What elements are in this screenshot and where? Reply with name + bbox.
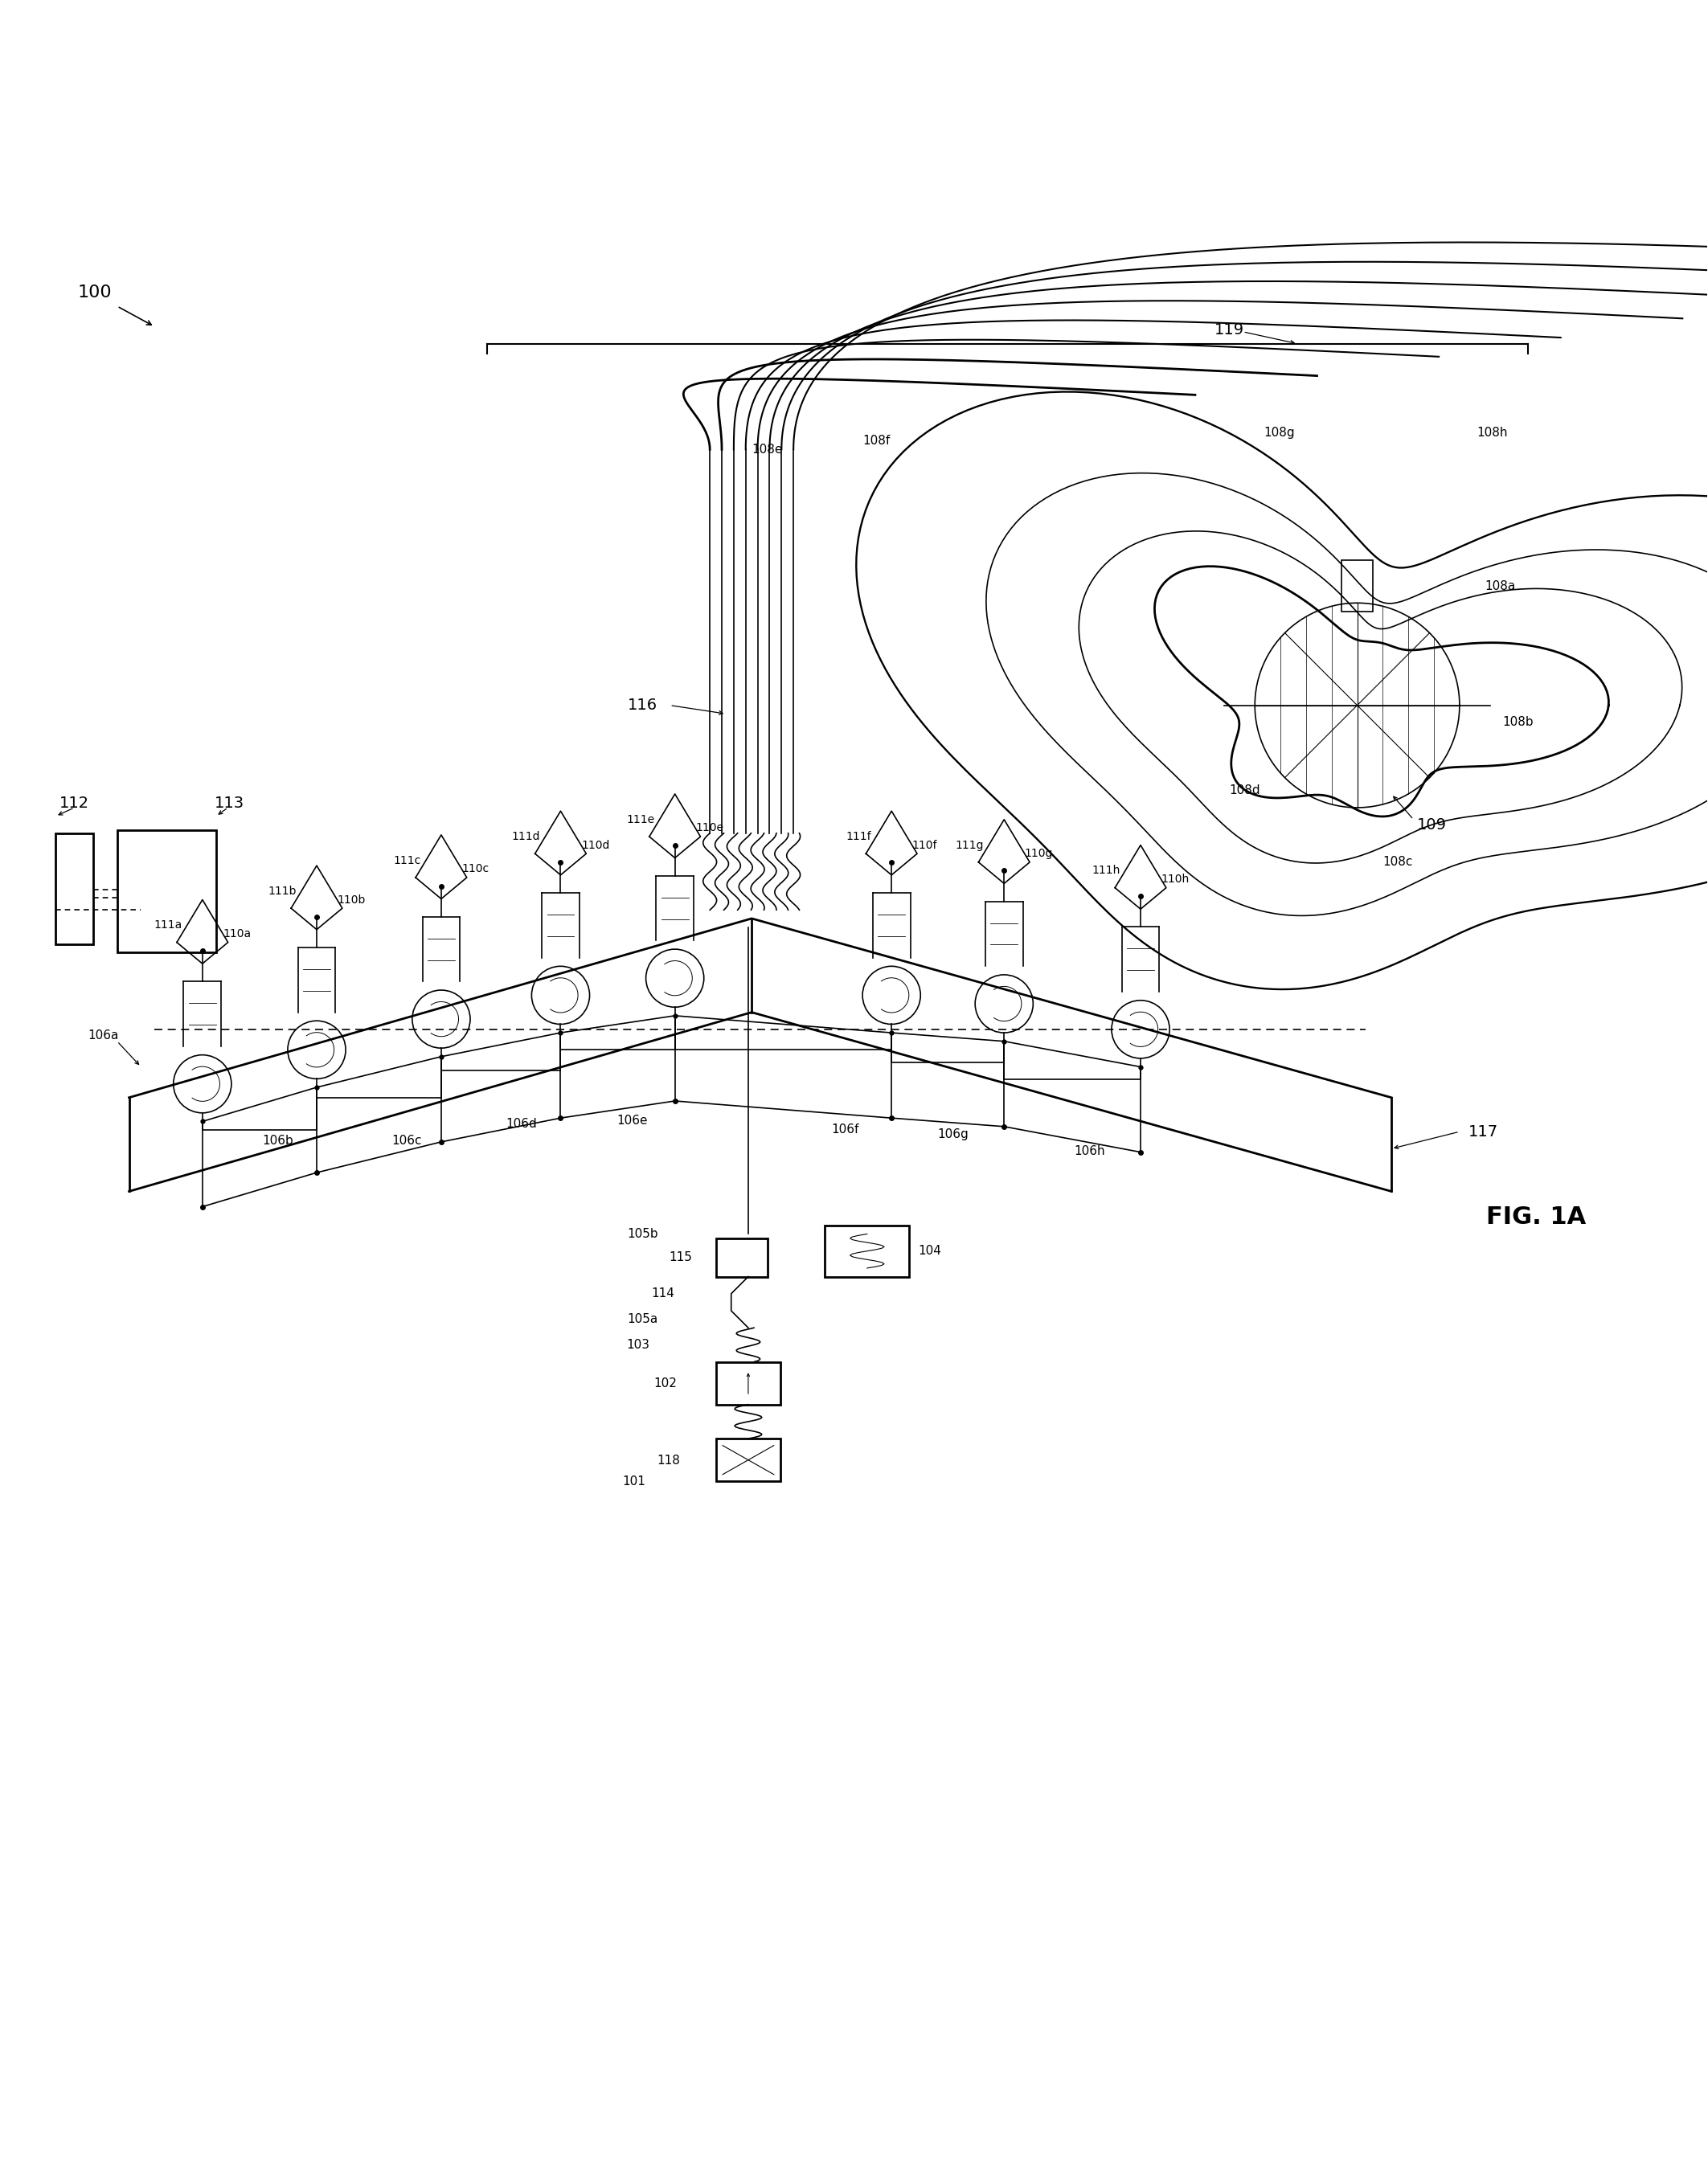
Text: 110d: 110d (581, 838, 610, 851)
Text: 106h: 106h (1074, 1145, 1105, 1158)
Text: 110a: 110a (222, 929, 251, 940)
Text: 110h: 110h (1161, 873, 1189, 884)
Text: 106f: 106f (832, 1124, 859, 1135)
Text: 115: 115 (670, 1251, 692, 1264)
Text: FIG. 1A: FIG. 1A (1486, 1206, 1587, 1230)
Text: 111d: 111d (512, 832, 540, 843)
Text: 119: 119 (1214, 322, 1243, 337)
Text: 112: 112 (60, 795, 89, 810)
Text: 105b: 105b (627, 1227, 658, 1240)
Text: 106g: 106g (938, 1128, 968, 1141)
Text: 106c: 106c (393, 1135, 422, 1147)
Text: 108h: 108h (1477, 426, 1508, 439)
Text: 111a: 111a (154, 921, 183, 931)
Text: 101: 101 (623, 1476, 646, 1487)
Text: 118: 118 (658, 1454, 680, 1467)
Text: 105a: 105a (627, 1314, 658, 1325)
Text: 106d: 106d (506, 1117, 536, 1130)
Text: 113: 113 (214, 795, 244, 810)
Text: 110f: 110f (912, 838, 938, 851)
Text: 108e: 108e (752, 443, 782, 456)
Text: 117: 117 (1469, 1124, 1498, 1139)
Text: 111g: 111g (955, 838, 984, 851)
Text: 110c: 110c (461, 864, 488, 875)
Text: 106e: 106e (617, 1115, 647, 1126)
Text: 109: 109 (1418, 817, 1447, 832)
Text: 103: 103 (627, 1340, 649, 1351)
Text: 116: 116 (629, 698, 658, 713)
FancyBboxPatch shape (1342, 560, 1373, 612)
Text: 108d: 108d (1230, 784, 1261, 797)
Text: 104: 104 (917, 1245, 941, 1258)
Text: 111b: 111b (268, 886, 295, 897)
Text: 106a: 106a (89, 1029, 120, 1042)
Text: 111c: 111c (393, 856, 420, 867)
Text: 108f: 108f (863, 434, 890, 447)
Text: 100: 100 (79, 285, 113, 300)
Text: 111h: 111h (1091, 864, 1120, 877)
Text: 108b: 108b (1503, 715, 1534, 728)
Text: 111f: 111f (845, 832, 871, 843)
Text: 110e: 110e (695, 823, 724, 834)
Text: 102: 102 (654, 1377, 676, 1390)
Text: 114: 114 (652, 1288, 675, 1299)
Text: 111e: 111e (627, 815, 654, 826)
Text: 108g: 108g (1264, 426, 1295, 439)
Text: 108c: 108c (1383, 856, 1413, 869)
Text: 106b: 106b (261, 1135, 294, 1147)
Text: 108a: 108a (1486, 579, 1517, 592)
Text: 110b: 110b (336, 895, 366, 905)
Text: 110g: 110g (1025, 847, 1054, 860)
